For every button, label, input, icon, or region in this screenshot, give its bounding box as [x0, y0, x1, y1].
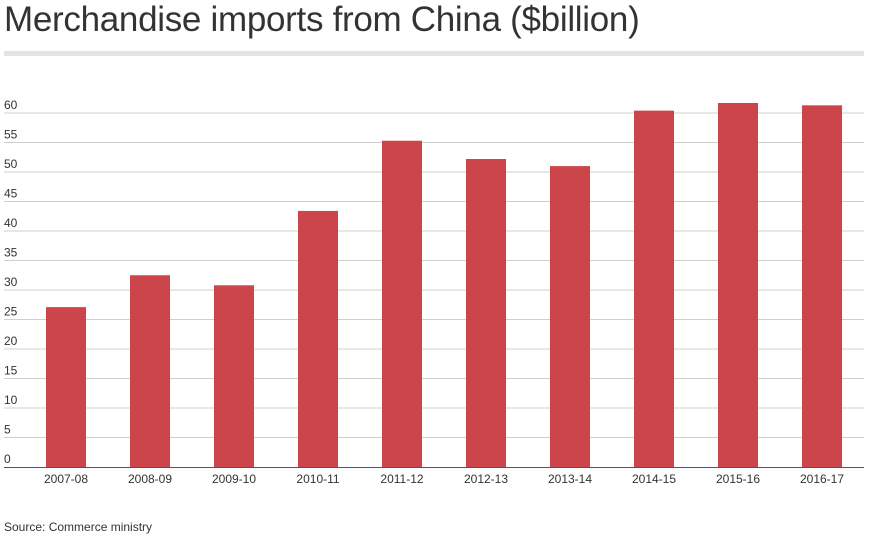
y-tick-label: 35: [4, 246, 18, 260]
y-axis-ticks: 0 5 10 15 20 25 30 35 40 45 50 55 60: [4, 98, 18, 466]
bar-2014-15: [634, 110, 674, 467]
x-axis-ticks: 2007-08 2008-09 2009-10 2010-11 2011-12 2012-…: [44, 472, 844, 486]
title-divider: [4, 51, 864, 56]
y-tick-label: 25: [4, 305, 18, 319]
x-tick-label: 2007-08: [44, 472, 88, 486]
x-tick-label: 2009-10: [212, 472, 256, 486]
x-tick-label: 2015-16: [716, 472, 760, 486]
source-note: Source: Commerce ministry: [4, 520, 153, 534]
bar-2007-08: [46, 307, 86, 467]
chart-title: Merchandise imports from China ($billion…: [4, 0, 640, 39]
y-tick-label: 0: [4, 452, 11, 466]
bars: [46, 102, 842, 468]
x-tick-label: 2013-14: [548, 472, 592, 486]
y-tick-label: 45: [4, 187, 18, 201]
x-tick-label: 2011-12: [380, 472, 423, 486]
bar-2012-13: [466, 159, 506, 467]
y-tick-label: 20: [4, 334, 18, 348]
bar-2009-10: [214, 285, 254, 467]
bar-2010-11: [298, 210, 338, 467]
bar-2013-14: [550, 166, 590, 467]
bar-2011-12: [382, 140, 422, 468]
x-tick-label: 2010-11: [296, 472, 339, 486]
y-tick-label: 15: [4, 364, 18, 378]
y-tick-label: 10: [4, 393, 18, 407]
x-tick-label: 2014-15: [632, 472, 676, 486]
y-tick-label: 50: [4, 157, 18, 171]
bar-2008-09: [130, 275, 170, 467]
x-tick-label: 2008-09: [128, 472, 172, 486]
x-tick-label: 2012-13: [464, 472, 508, 486]
x-tick-label: 2016-17: [800, 472, 844, 486]
bar-2016-17: [802, 105, 842, 467]
y-tick-label: 5: [4, 423, 11, 437]
y-tick-label: 30: [4, 275, 18, 289]
y-tick-label: 55: [4, 128, 18, 142]
bar-2015-16: [718, 102, 758, 467]
y-tick-label: 40: [4, 216, 18, 230]
y-tick-label: 60: [4, 98, 18, 112]
